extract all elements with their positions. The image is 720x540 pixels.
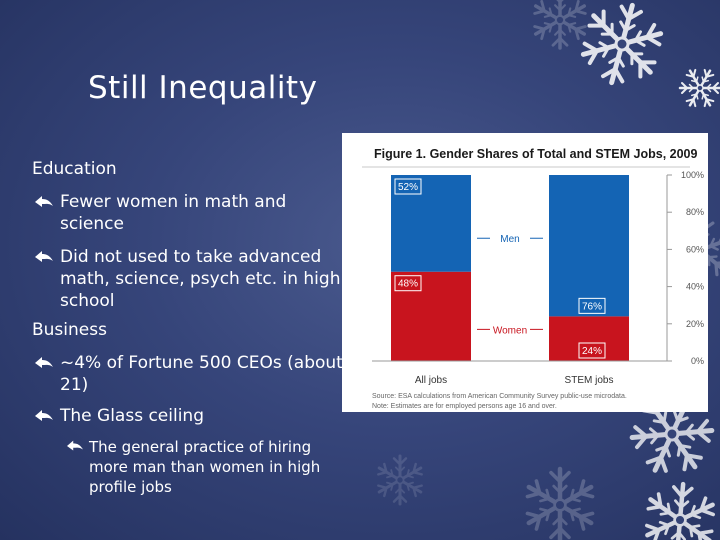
y-tick-label: 100% — [681, 170, 704, 180]
x-axis-categories: All jobs STEM jobs — [415, 375, 614, 386]
bullet-arrow-icon — [35, 410, 53, 421]
snowflake-icon — [573, 0, 670, 93]
y-tick-label: 0% — [691, 356, 704, 366]
bullet-arrow-icon — [35, 196, 53, 207]
y-tick-label: 60% — [686, 244, 704, 254]
y-axis-ticks: 0% 20% 40% 60% 80% 100% — [372, 170, 704, 366]
snowflake-icon — [524, 469, 595, 540]
data-label-box — [578, 297, 606, 314]
chart-bars: 48% 52% 24% 76% — [391, 175, 629, 361]
data-label: 76% — [582, 301, 602, 312]
sub-bullet-text: The general practice of hiring more man … — [89, 438, 321, 496]
chart-source-note: Source: ESA calculations from American C… — [372, 393, 627, 400]
bar-women-stem-jobs — [549, 316, 629, 361]
bullet-text: Did not used to take advanced math, scie… — [60, 247, 341, 311]
bullet-arrow-icon — [35, 357, 53, 368]
bullet-item: ~4% of Fortune 500 CEOs (about 21) — [34, 352, 344, 396]
snowflake-icon — [673, 61, 720, 115]
data-label-box — [394, 275, 422, 292]
data-label-box — [578, 342, 606, 359]
data-label-box — [394, 178, 422, 195]
legend-label-women: Women — [493, 325, 527, 336]
chart-legend: Women Men — [477, 234, 543, 336]
chart-estimate-note: Note: Estimates are for employed persons… — [372, 403, 557, 410]
bar-men-all-jobs — [391, 175, 471, 272]
slide-title: Still Inequality — [88, 70, 318, 106]
y-tick-label: 20% — [686, 319, 704, 329]
legend-label-men: Men — [500, 234, 519, 245]
bullet-text: Fewer women in math and science — [60, 192, 287, 234]
y-tick-label: 80% — [686, 207, 704, 217]
sub-bullet-item: The general practice of hiring more man … — [66, 437, 346, 497]
snowflake-icon — [641, 481, 718, 540]
x-category-label: All jobs — [415, 375, 447, 386]
bar-women-all-jobs — [391, 271, 471, 361]
bullet-item: The Glass ceiling — [34, 405, 344, 427]
bullet-arrow-icon — [67, 440, 83, 451]
chart-svg: Figure 1. Gender Shares of Total and STE… — [362, 147, 704, 410]
x-category-label: STEM jobs — [565, 375, 614, 386]
bullet-item: Fewer women in math and science — [34, 191, 344, 235]
data-label: 52% — [398, 182, 418, 193]
chart-title: Figure 1. Gender Shares of Total and STE… — [374, 147, 698, 161]
bullet-item: Did not used to take advanced math, scie… — [34, 246, 344, 312]
gender-shares-chart: Figure 1. Gender Shares of Total and STE… — [342, 133, 708, 412]
bar-men-stem-jobs — [549, 175, 629, 317]
section-heading-business: Business — [32, 320, 107, 340]
data-label: 24% — [582, 346, 602, 357]
snowflake-icon — [376, 456, 424, 504]
bullet-arrow-icon — [35, 251, 53, 262]
y-tick-label: 40% — [686, 282, 704, 292]
snowflake-icon — [532, 0, 587, 48]
section-heading-education: Education — [32, 159, 117, 179]
bullet-text: ~4% of Fortune 500 CEOs (about 21) — [60, 353, 343, 395]
bullet-text: The Glass ceiling — [60, 406, 204, 426]
data-label: 48% — [398, 279, 418, 290]
